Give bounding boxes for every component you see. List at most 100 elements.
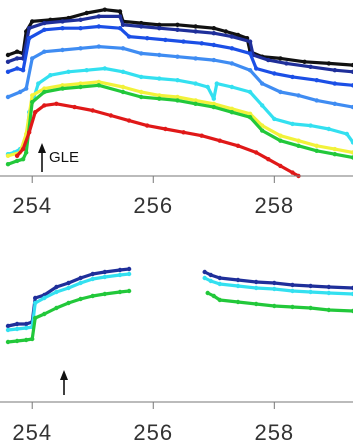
series-black-point bbox=[350, 62, 353, 68]
series-cyan-point bbox=[157, 76, 162, 81]
series-darkblue-point bbox=[272, 280, 277, 286]
series-lightblue-point bbox=[96, 44, 102, 49]
series-lightblue-point bbox=[314, 98, 319, 103]
series-cyan-line bbox=[203, 276, 353, 296]
series-yellow-point bbox=[120, 84, 126, 90]
series-darkblue-point bbox=[208, 272, 213, 278]
series-darkblue-point bbox=[102, 269, 108, 275]
series-yellow-point bbox=[211, 101, 216, 107]
series-black-point bbox=[157, 22, 162, 27]
series-blue-point bbox=[211, 42, 216, 48]
series-red-point bbox=[72, 104, 77, 110]
series-darkblue-point bbox=[202, 269, 207, 275]
series-cyan-point bbox=[66, 285, 71, 291]
series-darkblue-point bbox=[326, 284, 331, 290]
series-darkblue-point bbox=[308, 64, 313, 70]
series-cyan-point bbox=[139, 74, 144, 80]
series-blue-point bbox=[27, 36, 32, 41]
series-green-point bbox=[14, 158, 20, 164]
series-yellow-point bbox=[296, 138, 301, 143]
series-green-point bbox=[20, 157, 26, 162]
series-cyan-point bbox=[247, 89, 253, 95]
series-lightblue-point bbox=[78, 46, 83, 51]
series-cyan-point bbox=[175, 78, 180, 83]
series-darkblue-point bbox=[78, 17, 83, 22]
series-black-point bbox=[326, 61, 331, 66]
series-black-point bbox=[278, 56, 283, 61]
series-green-point bbox=[314, 148, 319, 153]
series-cyan-point bbox=[33, 300, 38, 306]
series-darkblue-point bbox=[117, 267, 123, 273]
series-blue-point bbox=[254, 66, 259, 71]
series-cyan-point bbox=[78, 280, 83, 286]
series-darkblue-point bbox=[78, 275, 83, 281]
panel-top: 254 256 258 GLE bbox=[0, 7, 353, 218]
series-red-point bbox=[108, 113, 114, 118]
series-green-point bbox=[78, 84, 83, 90]
series-green-point bbox=[5, 339, 11, 345]
series-yellow-point bbox=[30, 93, 35, 98]
series-red-point bbox=[42, 103, 47, 108]
series-lightblue-point bbox=[30, 56, 35, 61]
top-arrow-up-icon bbox=[38, 143, 46, 153]
series-green-point bbox=[332, 152, 337, 157]
top-gle-annotation: GLE bbox=[38, 143, 79, 172]
series-darkblue-point bbox=[350, 69, 353, 74]
series-darkblue-point bbox=[229, 34, 235, 39]
series-lightblue-point bbox=[42, 49, 47, 54]
series-cyan-point bbox=[36, 81, 41, 86]
series-black-point bbox=[30, 19, 35, 24]
series-lightblue-point bbox=[17, 89, 23, 95]
series-green-point bbox=[229, 110, 235, 115]
series-green-point bbox=[126, 288, 132, 294]
x-tick-label: 258 bbox=[254, 420, 294, 445]
series-cyan-point bbox=[272, 116, 277, 122]
series-cyan-point bbox=[308, 289, 313, 295]
series-blue-point bbox=[117, 26, 123, 31]
series-green-point bbox=[157, 96, 162, 101]
series-green-line bbox=[206, 291, 353, 313]
series-black-point bbox=[102, 7, 108, 12]
series-darkblue-point bbox=[120, 22, 126, 27]
series-red-point bbox=[199, 133, 204, 138]
series-cyan-point bbox=[117, 272, 123, 278]
series-red-point bbox=[27, 130, 32, 135]
series-green-point bbox=[96, 83, 102, 88]
series-blue-point bbox=[60, 26, 65, 31]
series-lightblue-point bbox=[211, 57, 216, 63]
series-black-point bbox=[14, 49, 20, 54]
series-green-point bbox=[260, 128, 265, 133]
series-lightblue-point bbox=[278, 89, 283, 95]
series-yellow-point bbox=[5, 153, 11, 158]
series-green-point bbox=[326, 307, 331, 313]
series-darkblue-point bbox=[60, 19, 65, 24]
series-red-point bbox=[145, 123, 150, 128]
series-darkblue-point bbox=[193, 29, 198, 34]
series-blue-point bbox=[247, 51, 253, 56]
series-green-point bbox=[5, 162, 11, 167]
series-darkblue-point bbox=[24, 321, 29, 327]
series-green-point bbox=[247, 115, 253, 120]
series-green-point bbox=[308, 305, 313, 311]
series-red-point bbox=[266, 157, 271, 162]
series-green-point bbox=[30, 99, 35, 105]
series-cyan-point bbox=[344, 131, 350, 137]
series-darkblue-point bbox=[290, 282, 295, 288]
series-yellow-point bbox=[332, 146, 337, 152]
series-blue-point bbox=[181, 39, 186, 44]
series-lightblue-line bbox=[6, 44, 353, 109]
series-red-point bbox=[254, 150, 259, 155]
series-cyan-point bbox=[54, 289, 59, 295]
series-green-point bbox=[42, 311, 47, 317]
series-red-point bbox=[90, 108, 95, 113]
series-blue-point bbox=[14, 66, 20, 71]
series-blue-point bbox=[272, 71, 277, 76]
series-red-point bbox=[54, 101, 59, 107]
x-tick-label: 254 bbox=[12, 193, 52, 218]
series-darkblue-point bbox=[90, 271, 95, 277]
series-red-point bbox=[278, 163, 283, 169]
series-blue-point bbox=[229, 46, 235, 51]
series-blue-point bbox=[78, 26, 83, 31]
series-darkblue-point bbox=[266, 57, 271, 63]
